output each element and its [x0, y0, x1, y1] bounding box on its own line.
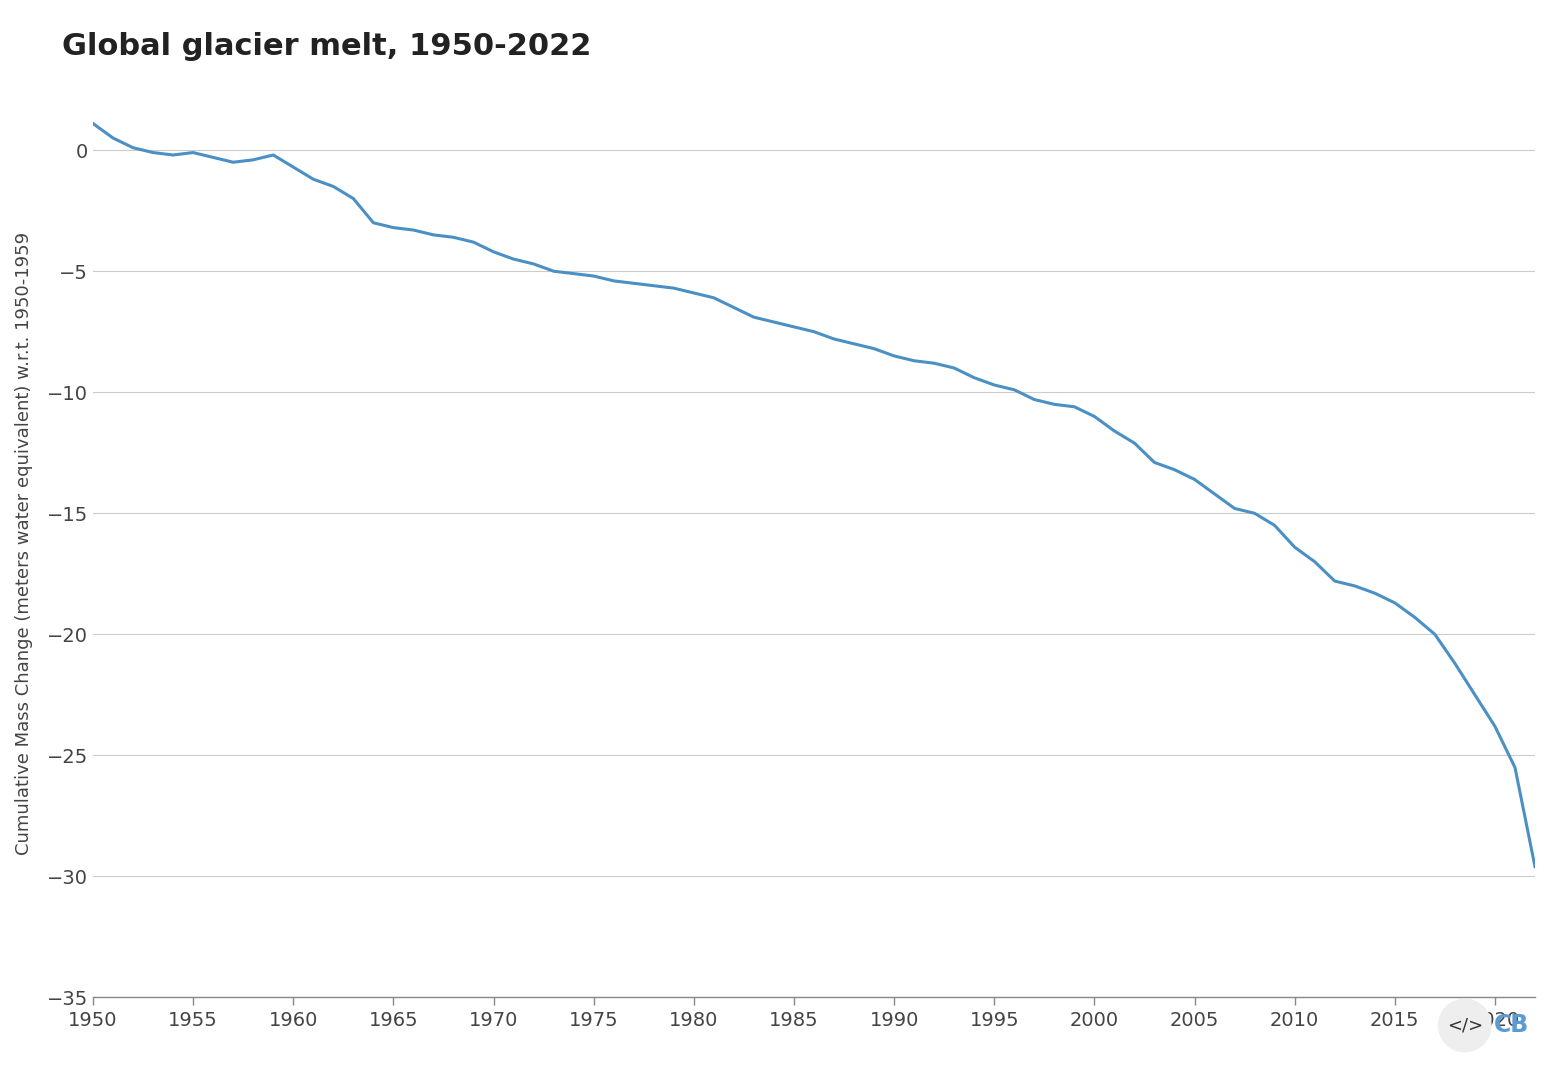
Y-axis label: Cumulative Mass Change (meters water equivalent) w.r.t. 1950-1959: Cumulative Mass Change (meters water equ… [16, 232, 33, 855]
Text: Global glacier melt, 1950-2022: Global glacier melt, 1950-2022 [62, 32, 592, 61]
Text: </>: </> [1446, 1017, 1483, 1034]
Text: CB: CB [1494, 1014, 1528, 1037]
